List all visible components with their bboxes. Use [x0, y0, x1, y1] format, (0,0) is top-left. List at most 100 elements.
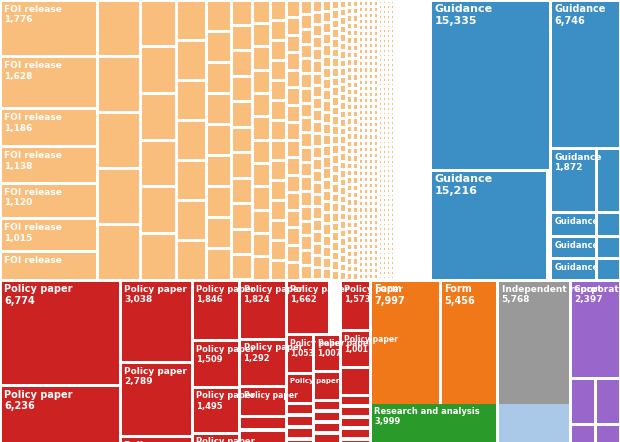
- Bar: [301, 252, 311, 264]
- Bar: [374, 1, 376, 4]
- Bar: [370, 269, 371, 272]
- Bar: [208, 126, 229, 154]
- Bar: [347, 16, 350, 21]
- Bar: [388, 108, 389, 110]
- Bar: [379, 272, 381, 274]
- Bar: [365, 62, 366, 65]
- Bar: [379, 103, 381, 105]
- Bar: [288, 229, 298, 244]
- Bar: [324, 24, 329, 32]
- Bar: [314, 1, 321, 11]
- Bar: [232, 205, 250, 228]
- Bar: [391, 229, 392, 230]
- Bar: [370, 141, 371, 145]
- Bar: [353, 141, 356, 146]
- Bar: [324, 248, 329, 256]
- Bar: [374, 117, 376, 120]
- Bar: [379, 194, 381, 196]
- Bar: [288, 194, 298, 209]
- Bar: [360, 190, 361, 193]
- Bar: [314, 26, 321, 35]
- Bar: [374, 178, 376, 181]
- Bar: [370, 202, 371, 206]
- Bar: [391, 146, 392, 148]
- Bar: [254, 1, 268, 22]
- Bar: [301, 31, 311, 43]
- Bar: [379, 11, 381, 13]
- Bar: [379, 50, 381, 52]
- Bar: [391, 11, 392, 13]
- Bar: [342, 430, 368, 437]
- Bar: [1, 110, 95, 145]
- Bar: [332, 40, 337, 47]
- Bar: [388, 98, 389, 100]
- Bar: [391, 171, 392, 172]
- Bar: [391, 16, 392, 18]
- Bar: [370, 172, 371, 175]
- Text: Policy paper
2,789: Policy paper 2,789: [125, 366, 187, 386]
- Bar: [254, 212, 268, 232]
- Bar: [241, 431, 285, 442]
- Bar: [332, 21, 337, 27]
- Bar: [391, 108, 392, 110]
- Bar: [347, 223, 350, 227]
- Bar: [391, 79, 392, 80]
- Bar: [360, 135, 361, 138]
- Bar: [288, 176, 298, 191]
- Bar: [340, 213, 345, 219]
- Bar: [391, 190, 392, 191]
- Bar: [347, 90, 350, 94]
- Bar: [340, 248, 345, 253]
- Bar: [347, 105, 350, 109]
- Bar: [374, 130, 376, 133]
- Bar: [391, 69, 392, 71]
- Bar: [365, 105, 366, 108]
- Bar: [388, 30, 389, 32]
- Bar: [353, 223, 356, 227]
- Bar: [365, 160, 366, 163]
- Bar: [301, 61, 311, 72]
- Bar: [353, 259, 356, 264]
- Bar: [340, 256, 345, 262]
- Bar: [388, 180, 389, 182]
- Bar: [360, 75, 361, 78]
- Bar: [360, 38, 361, 41]
- Bar: [324, 203, 329, 211]
- Bar: [374, 32, 376, 35]
- Bar: [391, 161, 392, 163]
- Bar: [332, 272, 337, 278]
- Bar: [388, 272, 389, 274]
- Bar: [388, 161, 389, 163]
- Bar: [340, 163, 345, 168]
- Bar: [572, 380, 593, 423]
- Bar: [347, 127, 350, 131]
- Bar: [370, 257, 371, 260]
- Bar: [391, 113, 392, 114]
- Text: Guidance
15,216: Guidance 15,216: [435, 175, 493, 196]
- Bar: [288, 247, 298, 261]
- Text: Policy paper: Policy paper: [244, 390, 298, 400]
- Bar: [365, 123, 366, 126]
- Bar: [332, 194, 337, 201]
- Bar: [353, 9, 356, 13]
- Bar: [391, 180, 392, 182]
- Bar: [391, 214, 392, 216]
- Bar: [314, 335, 339, 370]
- Bar: [332, 175, 337, 182]
- Bar: [391, 262, 392, 264]
- Bar: [314, 87, 321, 96]
- Bar: [388, 26, 389, 27]
- Bar: [552, 237, 595, 256]
- Bar: [552, 1, 619, 146]
- Bar: [370, 239, 371, 242]
- Bar: [391, 194, 392, 196]
- Bar: [99, 169, 138, 222]
- Bar: [347, 53, 350, 57]
- Bar: [388, 55, 389, 57]
- Bar: [314, 75, 321, 84]
- Bar: [332, 137, 337, 143]
- Bar: [379, 229, 381, 230]
- Bar: [388, 59, 389, 61]
- Bar: [365, 26, 366, 29]
- Bar: [370, 111, 371, 114]
